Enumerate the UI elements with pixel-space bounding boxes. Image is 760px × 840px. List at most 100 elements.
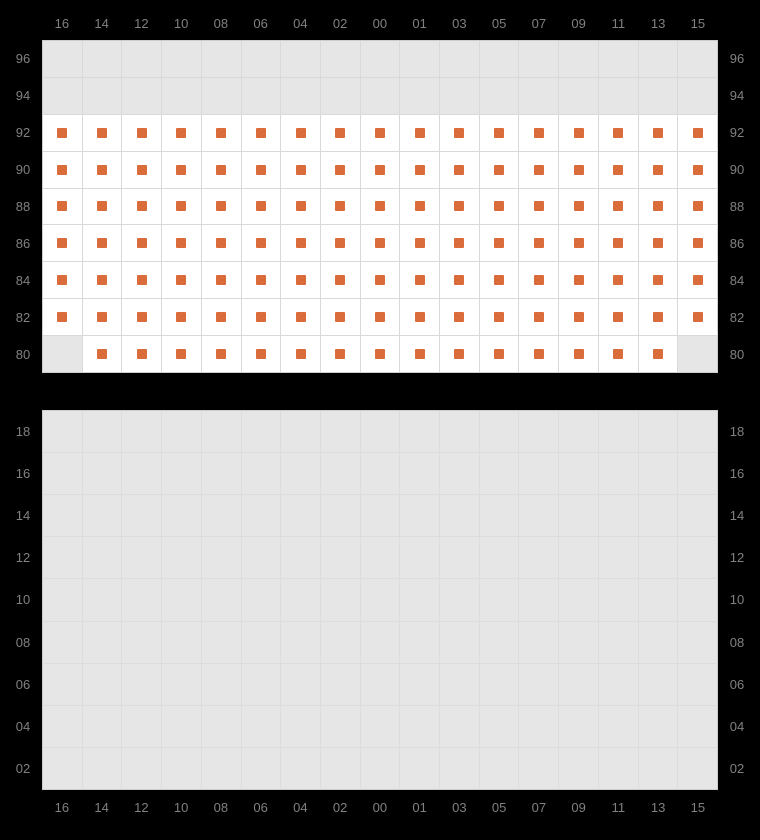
- seat-cell[interactable]: [122, 262, 162, 299]
- seat-cell[interactable]: [321, 336, 361, 373]
- seat-cell[interactable]: [281, 189, 321, 226]
- seat-cell[interactable]: [678, 115, 718, 152]
- seat-cell[interactable]: [242, 262, 282, 299]
- seat-cell[interactable]: [122, 336, 162, 373]
- seat-cell[interactable]: [242, 189, 282, 226]
- seat-cell[interactable]: [83, 152, 123, 189]
- seat-cell[interactable]: [281, 336, 321, 373]
- seat-cell[interactable]: [122, 225, 162, 262]
- seat-cell[interactable]: [43, 152, 83, 189]
- seat-cell[interactable]: [440, 336, 480, 373]
- seat-cell[interactable]: [361, 152, 401, 189]
- seat-cell[interactable]: [559, 262, 599, 299]
- seat-cell[interactable]: [559, 152, 599, 189]
- seat-cell[interactable]: [639, 152, 679, 189]
- seat-cell[interactable]: [559, 225, 599, 262]
- seat-cell[interactable]: [43, 115, 83, 152]
- seat-cell[interactable]: [480, 336, 520, 373]
- seat-cell[interactable]: [83, 336, 123, 373]
- seat-cell[interactable]: [202, 299, 242, 336]
- seat-cell[interactable]: [202, 225, 242, 262]
- seat-cell[interactable]: [361, 189, 401, 226]
- seat-cell[interactable]: [83, 225, 123, 262]
- seat-cell[interactable]: [281, 299, 321, 336]
- seat-cell[interactable]: [400, 115, 440, 152]
- seat-cell[interactable]: [440, 225, 480, 262]
- seat-cell[interactable]: [599, 115, 639, 152]
- seat-cell[interactable]: [480, 262, 520, 299]
- seat-cell[interactable]: [281, 225, 321, 262]
- seat-cell[interactable]: [639, 299, 679, 336]
- seat-cell[interactable]: [400, 189, 440, 226]
- seat-cell[interactable]: [480, 189, 520, 226]
- seat-cell[interactable]: [83, 299, 123, 336]
- seat-cell[interactable]: [440, 115, 480, 152]
- seat-cell[interactable]: [202, 189, 242, 226]
- seat-cell[interactable]: [519, 262, 559, 299]
- seat-cell[interactable]: [599, 225, 639, 262]
- seat-cell[interactable]: [599, 336, 639, 373]
- seat-cell[interactable]: [440, 152, 480, 189]
- seat-cell[interactable]: [162, 336, 202, 373]
- seat-cell[interactable]: [122, 152, 162, 189]
- seat-cell[interactable]: [242, 299, 282, 336]
- seat-cell[interactable]: [519, 336, 559, 373]
- seat-cell[interactable]: [400, 336, 440, 373]
- seat-cell[interactable]: [242, 152, 282, 189]
- seat-cell[interactable]: [480, 299, 520, 336]
- seat-cell[interactable]: [678, 152, 718, 189]
- seat-cell[interactable]: [202, 262, 242, 299]
- seat-cell[interactable]: [599, 299, 639, 336]
- seat-cell[interactable]: [83, 115, 123, 152]
- seat-cell[interactable]: [122, 115, 162, 152]
- seat-cell[interactable]: [122, 299, 162, 336]
- seat-cell[interactable]: [400, 225, 440, 262]
- seat-cell[interactable]: [83, 189, 123, 226]
- seat-cell[interactable]: [162, 262, 202, 299]
- seat-cell[interactable]: [559, 299, 599, 336]
- seat-cell[interactable]: [43, 299, 83, 336]
- seat-cell[interactable]: [639, 225, 679, 262]
- seat-cell[interactable]: [361, 336, 401, 373]
- seat-cell[interactable]: [321, 225, 361, 262]
- seat-cell[interactable]: [678, 262, 718, 299]
- seat-cell[interactable]: [559, 115, 599, 152]
- seat-cell[interactable]: [678, 225, 718, 262]
- seat-cell[interactable]: [400, 299, 440, 336]
- seat-cell[interactable]: [559, 336, 599, 373]
- seat-cell[interactable]: [281, 152, 321, 189]
- seat-cell[interactable]: [519, 115, 559, 152]
- seat-cell[interactable]: [519, 152, 559, 189]
- seat-cell[interactable]: [202, 152, 242, 189]
- seat-cell[interactable]: [400, 262, 440, 299]
- seat-cell[interactable]: [162, 225, 202, 262]
- seat-cell[interactable]: [162, 115, 202, 152]
- seat-cell[interactable]: [202, 115, 242, 152]
- seat-cell[interactable]: [43, 262, 83, 299]
- seat-cell[interactable]: [321, 115, 361, 152]
- seat-cell[interactable]: [440, 299, 480, 336]
- seat-cell[interactable]: [639, 189, 679, 226]
- seat-cell[interactable]: [361, 225, 401, 262]
- seat-cell[interactable]: [440, 262, 480, 299]
- seat-cell[interactable]: [678, 189, 718, 226]
- seat-cell[interactable]: [83, 262, 123, 299]
- seat-cell[interactable]: [480, 152, 520, 189]
- seat-cell[interactable]: [559, 189, 599, 226]
- seat-cell[interactable]: [43, 225, 83, 262]
- seat-cell[interactable]: [599, 262, 639, 299]
- seat-cell[interactable]: [678, 299, 718, 336]
- seat-cell[interactable]: [639, 262, 679, 299]
- seat-cell[interactable]: [202, 336, 242, 373]
- seat-cell[interactable]: [43, 189, 83, 226]
- seat-cell[interactable]: [361, 262, 401, 299]
- seat-cell[interactable]: [400, 152, 440, 189]
- seat-cell[interactable]: [440, 189, 480, 226]
- seat-cell[interactable]: [321, 152, 361, 189]
- seat-cell[interactable]: [162, 299, 202, 336]
- seat-cell[interactable]: [361, 115, 401, 152]
- seat-cell[interactable]: [321, 299, 361, 336]
- seat-cell[interactable]: [162, 152, 202, 189]
- seat-cell[interactable]: [639, 336, 679, 373]
- seat-cell[interactable]: [122, 189, 162, 226]
